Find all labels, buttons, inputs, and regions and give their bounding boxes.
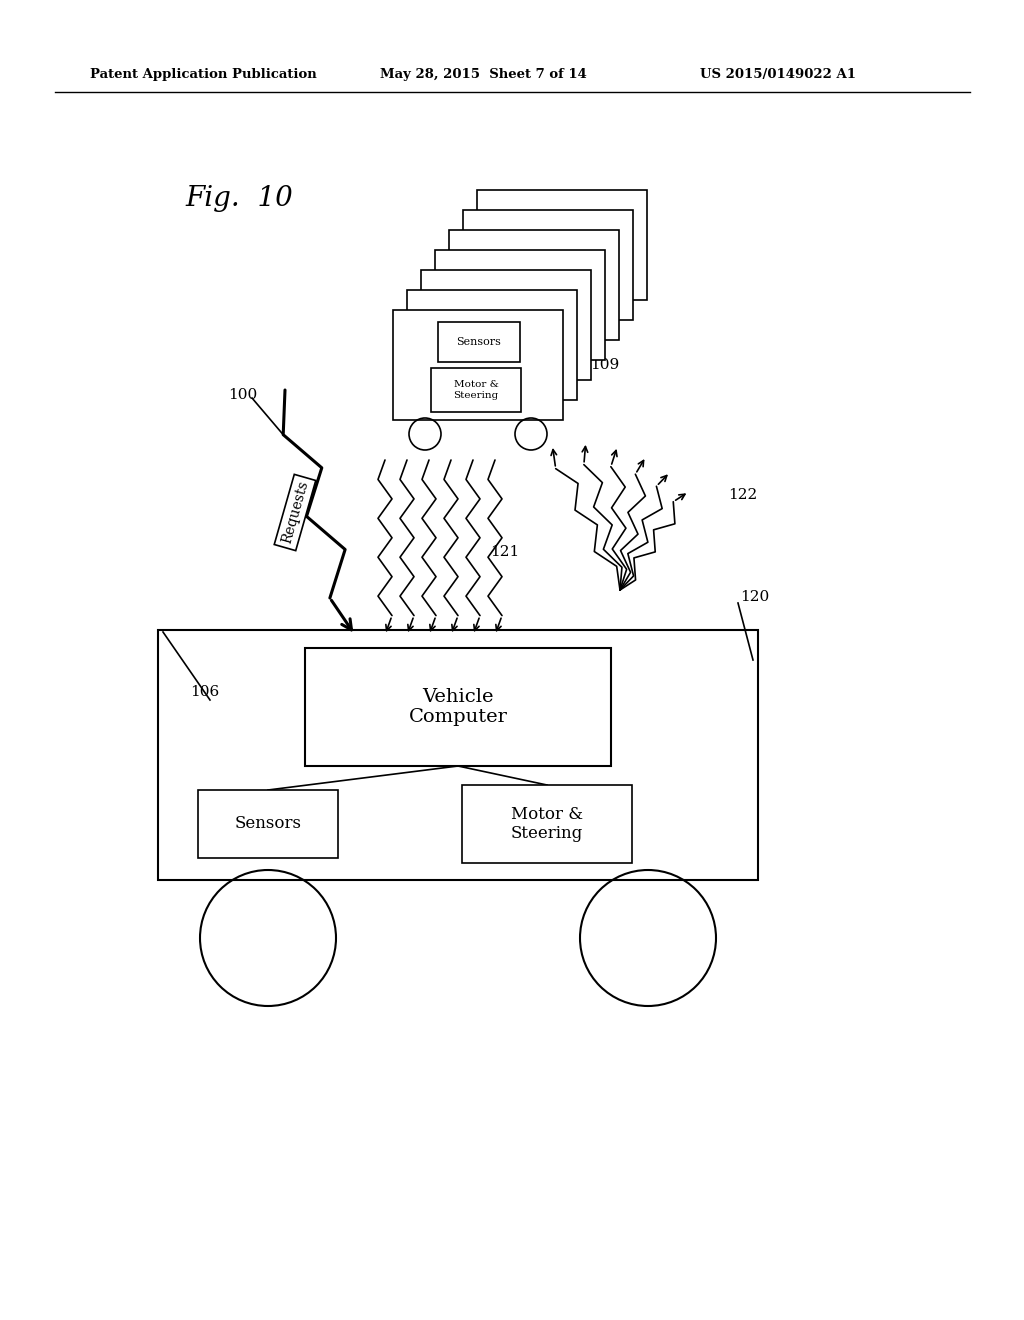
Text: 106: 106 <box>190 685 219 700</box>
Text: Fig.  10: Fig. 10 <box>185 185 293 213</box>
Text: 122: 122 <box>728 488 758 502</box>
Text: 102: 102 <box>598 220 628 234</box>
Bar <box>421 271 591 380</box>
Text: US 2015/0149022 A1: US 2015/0149022 A1 <box>700 69 856 81</box>
Text: May 28, 2015  Sheet 7 of 14: May 28, 2015 Sheet 7 of 14 <box>380 69 587 81</box>
Text: 109: 109 <box>590 358 620 372</box>
Text: Motor &
Steering: Motor & Steering <box>511 805 583 842</box>
Bar <box>393 310 563 420</box>
Bar <box>462 785 632 863</box>
Text: 100: 100 <box>228 388 257 403</box>
Bar <box>158 630 758 880</box>
Text: 120: 120 <box>740 590 769 605</box>
Bar <box>198 789 338 858</box>
Text: 108: 108 <box>590 310 620 323</box>
Bar <box>463 210 633 319</box>
Text: Patent Application Publication: Patent Application Publication <box>90 69 316 81</box>
Text: 121: 121 <box>490 545 519 558</box>
Bar <box>431 368 521 412</box>
Text: Motor &
Steering: Motor & Steering <box>454 380 499 400</box>
Bar <box>477 190 647 300</box>
Bar <box>438 322 520 362</box>
Text: Requests: Requests <box>280 479 310 545</box>
Text: Sensors: Sensors <box>234 816 301 833</box>
Bar <box>435 249 605 360</box>
Bar <box>407 290 577 400</box>
Bar <box>305 648 611 766</box>
Text: Vehicle
Computer: Vehicle Computer <box>409 688 508 726</box>
Bar <box>449 230 618 341</box>
Text: Sensors: Sensors <box>457 337 502 347</box>
